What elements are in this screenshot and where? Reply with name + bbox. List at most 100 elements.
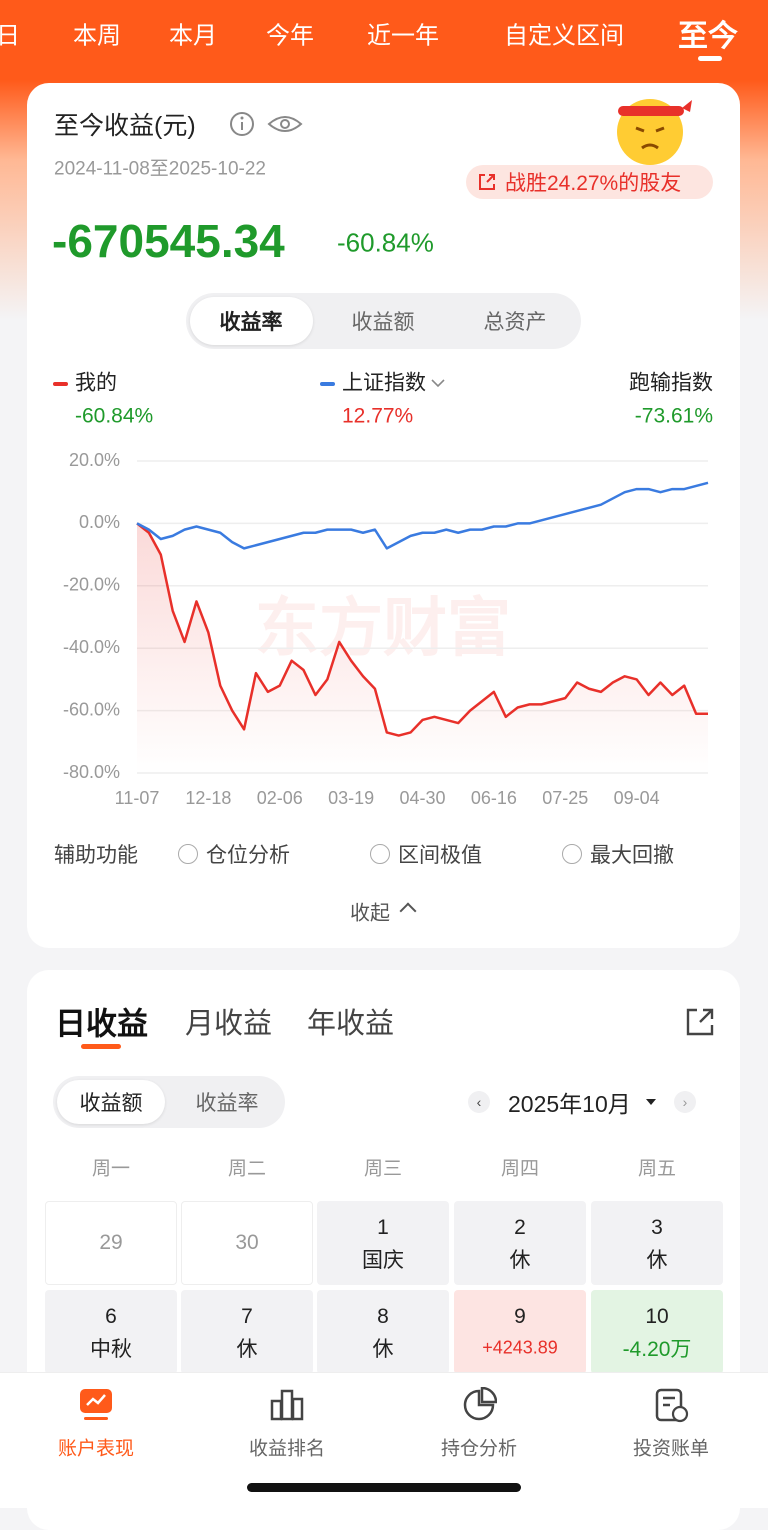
period-tab[interactable]: 日 (0, 22, 20, 50)
legend-return: -60.84% (75, 405, 153, 428)
period-tab[interactable]: 今年 (266, 22, 314, 50)
nav-label[interactable]: 持仓分析 (440, 1438, 518, 1460)
day-note: 休 (646, 1249, 668, 1272)
weekday: 周二 (227, 1158, 267, 1180)
date-range: 2024-11-08至2025-10-22 (54, 158, 266, 180)
day-cell[interactable] (45, 1201, 177, 1285)
aux-option[interactable]: 最大回撤 (590, 844, 674, 867)
x-tick-label: 02-06 (257, 788, 303, 808)
view-option[interactable]: 总资产 (483, 311, 547, 334)
day-cell[interactable] (317, 1290, 449, 1374)
y-tick-label: 20.0% (69, 450, 120, 470)
day-number: 6 (105, 1305, 117, 1328)
tab-underline (698, 56, 722, 61)
export-icon[interactable] (684, 1006, 716, 1038)
view-option[interactable]: 收益率 (219, 311, 283, 334)
period-tab[interactable]: 自定义区间 (504, 22, 624, 50)
mode-active (57, 1080, 165, 1124)
x-tick-label: 04-30 (399, 788, 445, 808)
period-tab[interactable]: 本周 (73, 22, 121, 50)
radio[interactable] (370, 844, 390, 864)
aux-option[interactable]: 区间极值 (398, 844, 482, 867)
period-tab[interactable]: 近一年 (367, 22, 439, 50)
radio[interactable] (178, 844, 198, 864)
x-tick-label: 11-07 (115, 788, 160, 808)
day-note: 休 (236, 1338, 258, 1361)
nav-icon[interactable] (461, 1387, 497, 1423)
prev-month[interactable]: ‹ (468, 1091, 490, 1113)
day-number: 10 (645, 1305, 669, 1328)
day-note: -4.20万 (622, 1338, 692, 1361)
day-number: 1 (377, 1216, 389, 1239)
beat-text: 战胜24.27%的股友 (505, 172, 682, 195)
x-tick-label: 09-04 (614, 788, 660, 808)
aux-label: 辅助功能 (54, 844, 138, 867)
day-cell[interactable] (454, 1201, 586, 1285)
month[interactable]: 2025年10月 (508, 1091, 631, 1117)
nav-label[interactable]: 投资账单 (632, 1438, 710, 1460)
day-cell[interactable] (454, 1290, 586, 1374)
y-tick-label: -20.0% (63, 575, 120, 595)
x-tick-label: 03-19 (328, 788, 374, 808)
day-note: +4243.89 (482, 1337, 558, 1358)
day-number: 29 (99, 1231, 123, 1254)
radio[interactable] (562, 844, 582, 864)
y-tick-label: 0.0% (79, 512, 120, 532)
weekday: 周三 (363, 1158, 403, 1180)
day-note: 休 (372, 1338, 394, 1361)
day-cell[interactable] (591, 1201, 723, 1285)
mode-option[interactable]: 收益率 (195, 1092, 259, 1115)
total-profit: -670545.34 (52, 215, 285, 267)
calendar-tab[interactable]: 年收益 (307, 1008, 395, 1040)
period-tab[interactable]: 至今 (678, 20, 738, 53)
y-tick-label: -60.0% (63, 699, 120, 719)
calendar-tab[interactable]: 月收益 (185, 1008, 273, 1040)
nav-label[interactable]: 收益排名 (248, 1438, 326, 1460)
day-cell[interactable] (591, 1290, 723, 1374)
day-note: 国庆 (362, 1249, 404, 1272)
chart: 东方财富 20.0% 0.0% -20.0% -40.0% -60.0% -80.0% 11-… (53, 372, 713, 808)
mode-option[interactable]: 收益额 (79, 1092, 143, 1115)
day-cell[interactable] (317, 1201, 449, 1285)
total-profit-rate: -60.84% (337, 227, 434, 258)
title-icons[interactable] (229, 110, 305, 138)
day-cell[interactable] (181, 1290, 313, 1374)
compare-label: 跑输指数 (629, 372, 713, 395)
day-number: 3 (651, 1216, 663, 1239)
line (136, 522, 708, 737)
y-tick-label: -40.0% (63, 637, 120, 657)
day-note: 中秋 (90, 1338, 132, 1361)
nav-icon[interactable] (269, 1387, 305, 1423)
nav-icon[interactable] (653, 1387, 689, 1423)
view-active (190, 297, 313, 345)
aux-option[interactable]: 仓位分析 (206, 844, 290, 867)
next-month[interactable]: › (674, 1091, 696, 1113)
collapse[interactable]: 收起 (350, 902, 390, 925)
view-option[interactable]: 收益额 (351, 311, 415, 334)
day-cell[interactable] (181, 1201, 313, 1285)
watermark: 东方财富 (255, 592, 511, 664)
weekday: 周一 (91, 1158, 131, 1180)
compare-value: -73.61% (635, 405, 713, 428)
calendar-tab[interactable]: 日收益 (55, 1006, 148, 1042)
summary-card (27, 83, 740, 948)
weekday: 周五 (637, 1158, 677, 1180)
beat-badge[interactable] (466, 165, 713, 199)
nav-label[interactable]: 账户表现 (57, 1438, 135, 1460)
period-tab[interactable]: 本月 (169, 22, 217, 50)
summary-title: 至今收益(元) (54, 112, 196, 140)
legend-name: 上证指数 (342, 372, 426, 395)
day-number: 7 (241, 1305, 253, 1328)
day-cell[interactable] (45, 1290, 177, 1374)
legend-chevron (431, 379, 445, 388)
day-number: 30 (235, 1231, 259, 1254)
legend-name: 我的 (75, 372, 117, 395)
x-tick-label: 12-18 (185, 788, 231, 808)
x-tick-label: 06-16 (471, 788, 517, 808)
mascot (617, 99, 692, 165)
nav-icon[interactable] (78, 1387, 114, 1423)
y-tick-label: -80.0% (63, 762, 120, 782)
day-number: 9 (514, 1305, 526, 1328)
share-icon (479, 174, 495, 190)
